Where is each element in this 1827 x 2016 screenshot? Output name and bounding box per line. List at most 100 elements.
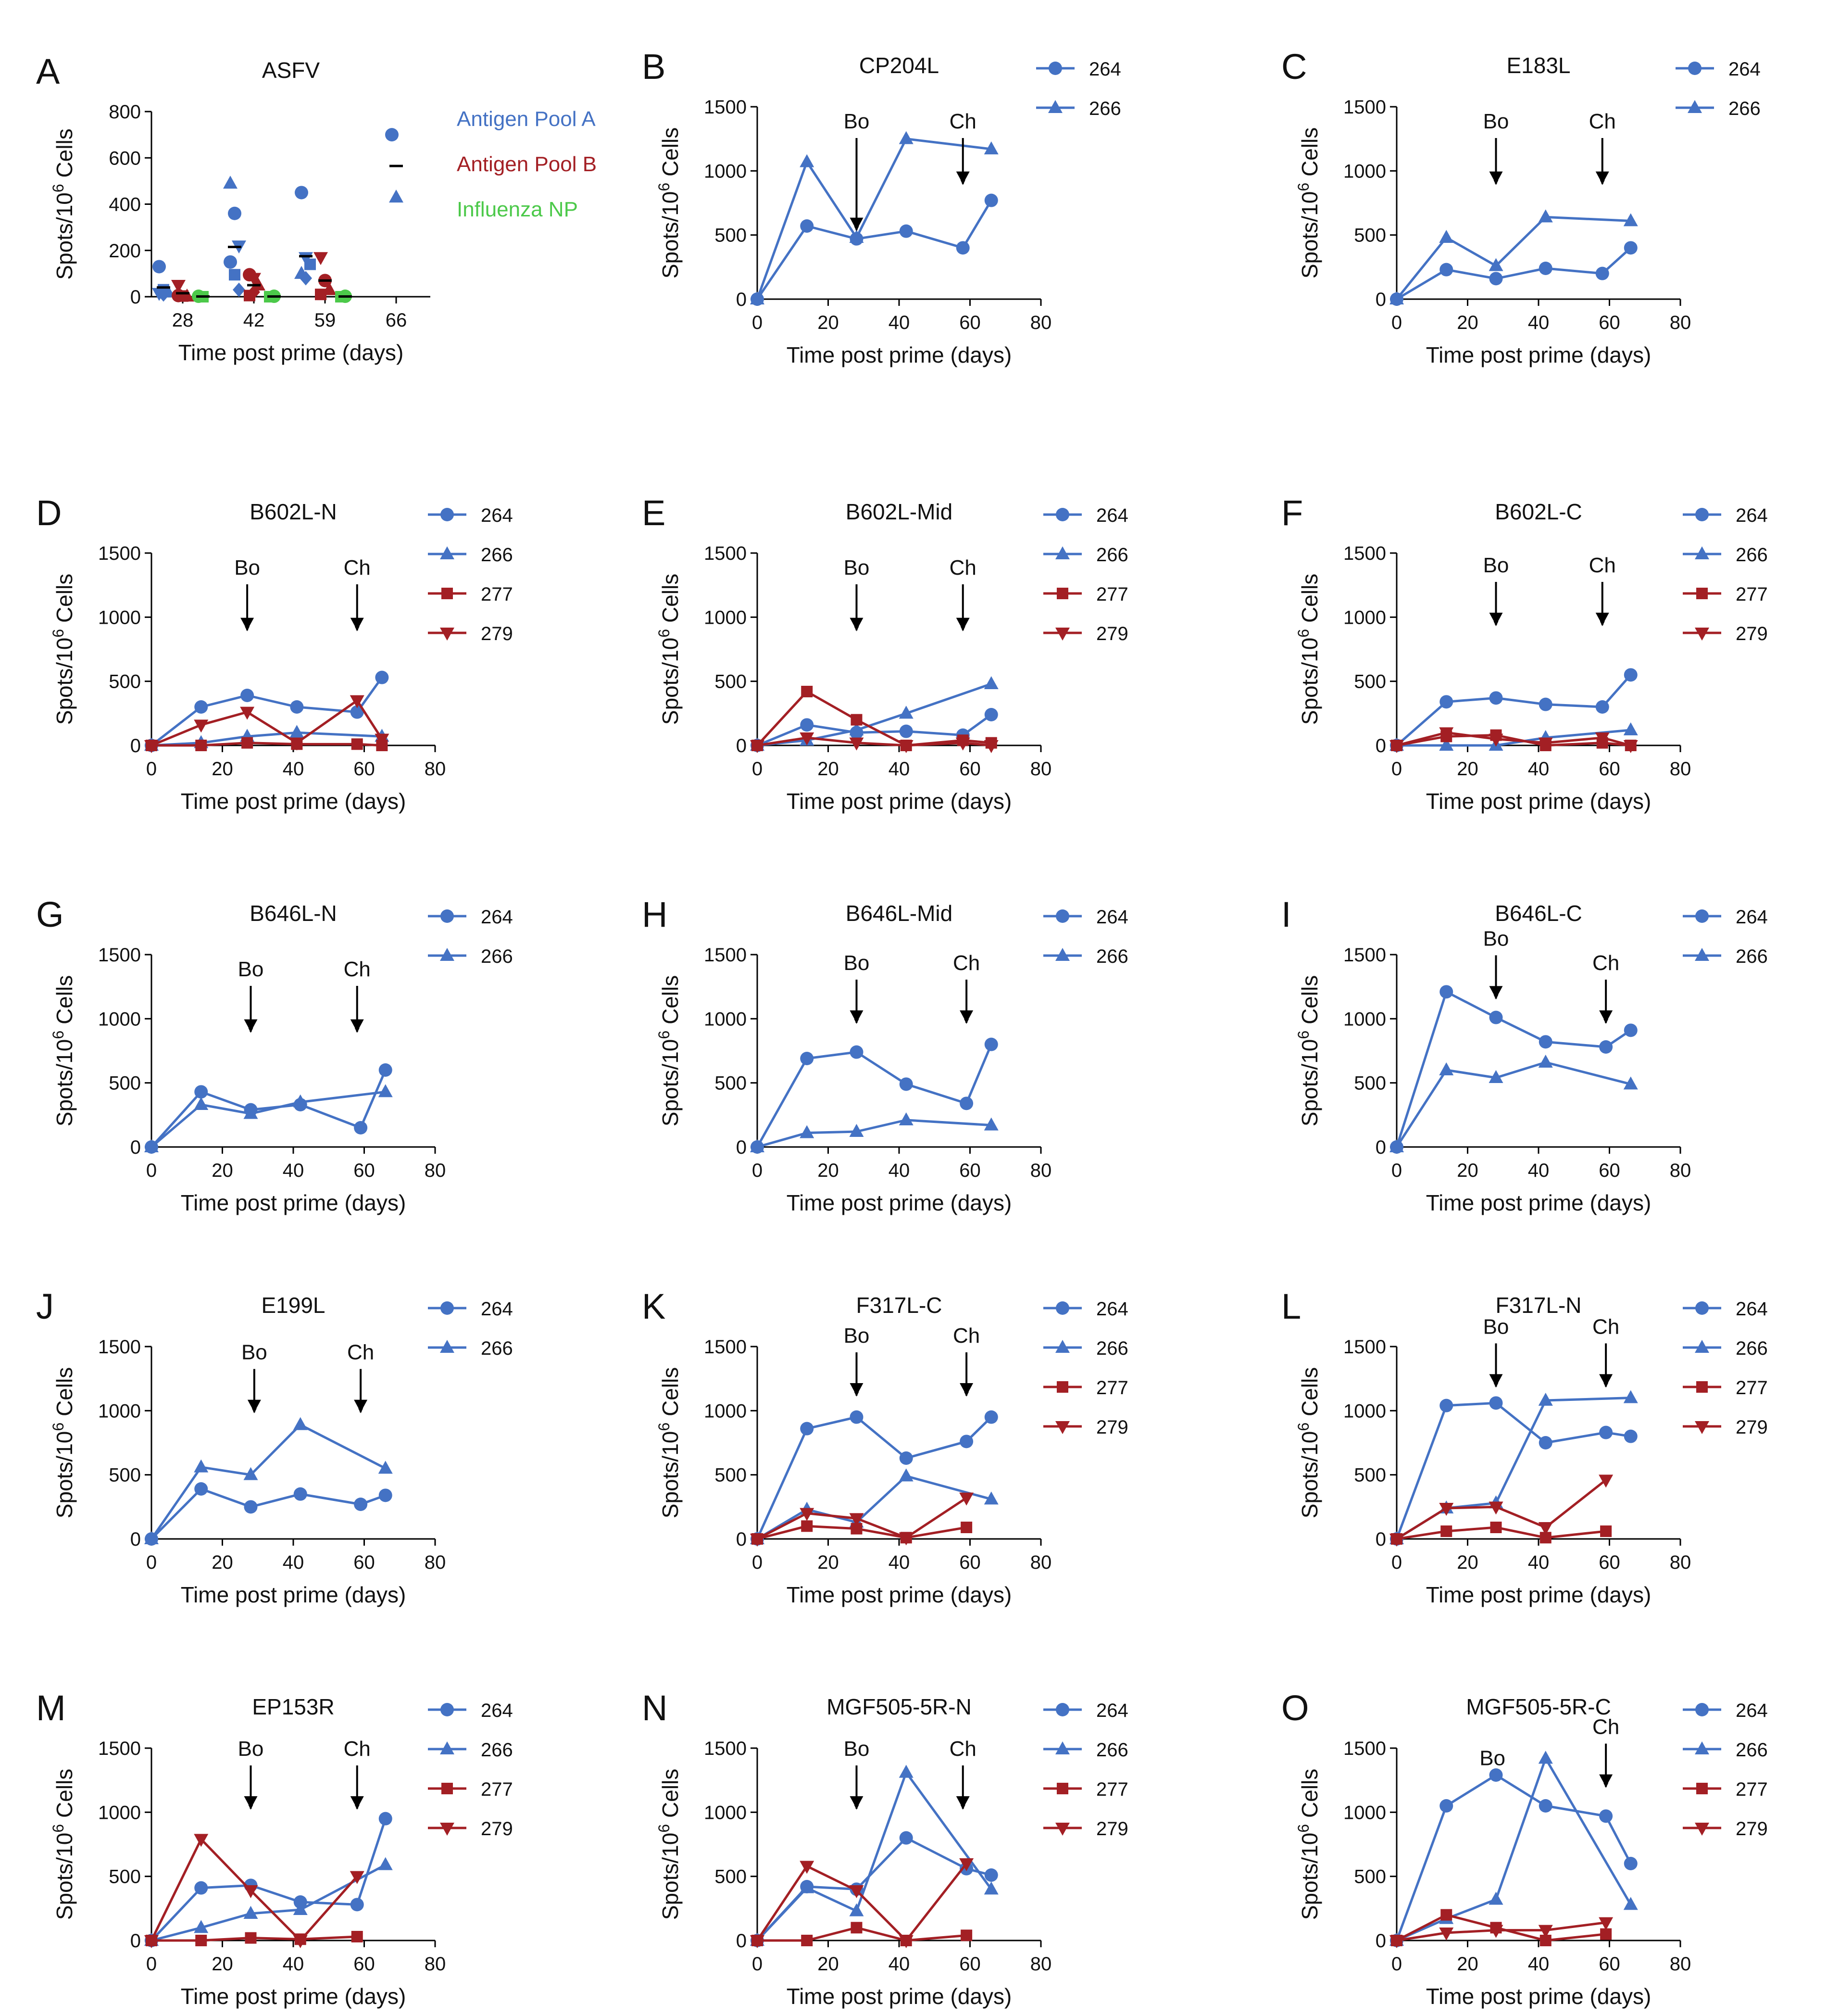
data-point-277 [801,686,813,697]
annotation-arrowhead [350,617,364,630]
data-point-antigen-pool-b [247,273,261,286]
y-tick-label: 0 [130,287,141,308]
annotation-arrowhead [850,1383,863,1396]
legend-label-264: 264 [481,1700,513,1721]
legend-label-264: 264 [1736,505,1768,526]
panel-O: 0 500 1000 1500 Spots/106 Cells Time post pri… [1281,1688,1768,2009]
legend-marker-277 [441,588,453,599]
y-tick-label: 0 [1376,289,1386,310]
annotation-arrowhead [1599,1374,1613,1387]
x-tick-label: 60 [1599,1160,1620,1181]
x-tick-label: 20 [1457,758,1478,780]
panel-letter: I [1281,895,1291,934]
data-point-266 [144,1531,159,1544]
y-axis-label-superscript: 6 [1295,1824,1312,1833]
x-tick-label: 40 [888,312,910,333]
data-point-279 [800,1508,814,1521]
y-axis-label-main: Spots/10 [1297,1039,1322,1127]
legend-marker-279 [1695,1421,1709,1434]
data-point-279 [984,740,999,753]
series-line-264 [756,200,992,300]
legend-label-279: 279 [1736,1417,1768,1438]
data-point-264 [1624,1857,1638,1870]
panel-letter: C [1281,47,1307,87]
annotation-arrowhead [960,1010,974,1023]
y-axis-label-main: Spots/10 [658,1431,683,1519]
data-point-266 [293,1417,308,1430]
data-point-266 [1623,722,1638,735]
x-tick-label: 20 [212,1160,233,1181]
y-tick-label: 500 [714,671,747,693]
x-tick-label: 40 [888,1552,910,1573]
legend-marker-264 [1695,508,1709,521]
data-point-266 [1623,213,1638,227]
annotation-Ch: Ch [1592,951,1619,975]
annotation-Bo: Bo [844,110,870,133]
y-axis-label: Spots/106 Cells [655,1367,683,1518]
legend-marker-266 [1688,100,1702,113]
data-point-264 [375,670,389,684]
y-tick-label: 0 [736,735,747,756]
data-point-279 [1595,732,1610,745]
y-axis-label-tail: Cells [658,574,683,629]
y-tick-label: 1000 [704,1802,747,1823]
data-point-266 [984,676,999,689]
data-point-277 [1490,1522,1502,1533]
panel-K: 0 500 1000 1500 Spots/106 Cells Time post pri… [642,1286,1128,1607]
panel-title: B646L-C [1495,901,1582,926]
annotation-Ch: Ch [953,1324,980,1348]
data-point-279 [1389,1534,1404,1547]
x-tick-label: 40 [1528,312,1550,333]
data-point-277 [851,714,863,726]
x-axis-label: Time post prime (days) [1426,789,1652,814]
panel-title: F317L-N [1496,1293,1582,1318]
data-point-279 [1538,737,1553,751]
data-point-266 [849,722,864,735]
y-tick-label: 1000 [704,161,747,182]
y-axis-label-superscript: 6 [655,1423,673,1431]
data-point-279 [144,740,159,753]
x-tick-label: 20 [817,1552,839,1573]
y-tick-label: 600 [109,148,141,169]
series-line-264 [1396,674,1632,746]
data-point-266 [800,1880,814,1893]
y-axis-label-superscript: 6 [50,1824,67,1833]
legend-marker-277 [1696,1381,1708,1393]
x-tick-label: 80 [1670,312,1691,333]
x-tick-label: 0 [1391,1953,1402,1975]
series-line-266 [757,682,992,747]
data-point-279 [1439,1503,1454,1516]
panel-letter: F [1281,493,1303,533]
data-point-264 [1599,1425,1613,1439]
panel-I: 0 500 1000 1500 Spots/106 Cells Time post pri… [1281,895,1768,1215]
x-axis-label: Time post prime (days) [1426,1984,1652,2009]
data-point-279 [849,737,864,751]
y-tick-label: 1000 [1343,607,1386,628]
legend-label-279: 279 [481,1818,513,1840]
data-point-266 [800,154,814,167]
y-tick-label: 500 [714,1866,747,1888]
y-tick-label: 1500 [1343,945,1386,966]
data-point-264 [350,1898,364,1912]
data-point-264 [378,1063,392,1077]
data-point-antigen-pool-a [223,176,238,189]
y-tick-label: 1000 [1343,1802,1386,1823]
y-tick-label: 1500 [98,1336,141,1358]
y-tick-label: 1000 [98,1802,141,1823]
data-point-279 [1489,1501,1503,1515]
panel-G: 0 500 1000 1500 Spots/106 Cells Time post pri… [36,895,513,1215]
annotation-Bo: Bo [844,1737,870,1761]
x-tick-label: 60 [1599,758,1620,780]
panel-title: B602L-N [250,499,337,524]
legend-marker-264 [1056,508,1069,521]
legend-marker-277 [1057,1783,1068,1794]
annotation-arrowhead [1489,171,1503,184]
panel-letter: B [642,47,665,87]
legend-label-266: 266 [1096,1338,1128,1359]
data-point-266 [194,1097,209,1110]
x-tick-label: 60 [959,1953,981,1975]
legend-marker-266 [440,948,454,961]
x-tick-label: 60 [959,1160,981,1181]
y-axis-label-main: Spots/10 [52,1833,77,1920]
x-tick-label: 20 [1457,1953,1478,1975]
